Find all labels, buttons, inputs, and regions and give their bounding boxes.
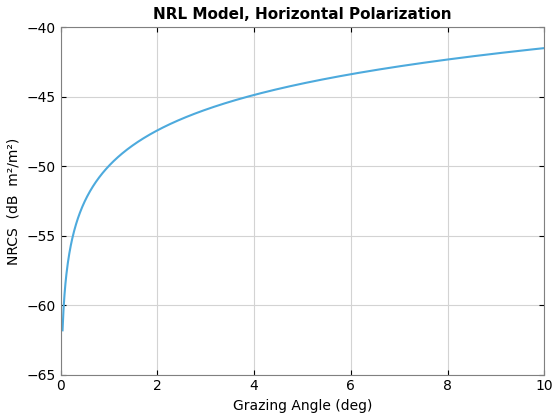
Title: NRL Model, Horizontal Polarization: NRL Model, Horizontal Polarization: [153, 7, 452, 22]
X-axis label: Grazing Angle (deg): Grazing Angle (deg): [233, 399, 372, 413]
Y-axis label: NRCS  (dB  m²/m²): NRCS (dB m²/m²): [7, 137, 21, 265]
